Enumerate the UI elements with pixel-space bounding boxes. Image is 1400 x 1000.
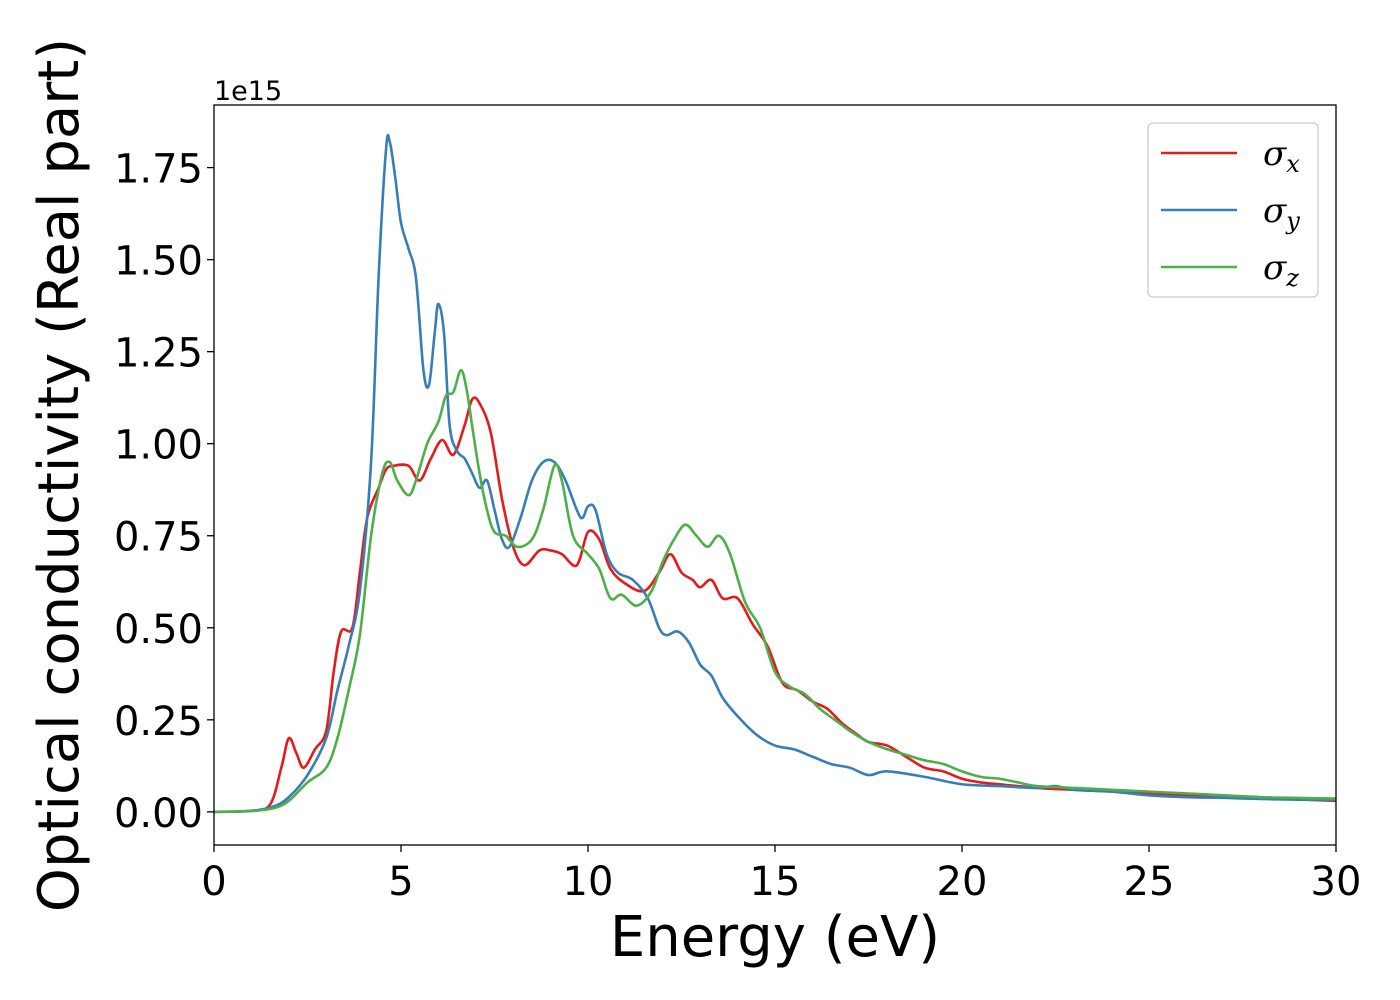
y-tick-label: 1.75 <box>114 147 203 193</box>
x-tick-label: 5 <box>388 859 413 905</box>
legend-label-y: σy <box>1263 191 1300 235</box>
y-tick-label: 0.25 <box>114 699 203 745</box>
x-tick-label: 15 <box>750 859 801 905</box>
y-offset-label: 1e15 <box>214 76 282 107</box>
y-tick-label: 1.50 <box>114 239 203 285</box>
y-tick-label: 0.00 <box>114 791 203 837</box>
y-axis: 0.00 0.25 0.50 0.75 1.00 1.25 1.50 1.75 <box>114 147 214 837</box>
y-tick-label: 0.50 <box>114 607 203 653</box>
y-tick-label: 1.00 <box>114 423 203 469</box>
x-axis: 0 5 10 15 20 25 30 <box>201 845 1361 905</box>
y-tick-label: 1.25 <box>114 331 203 377</box>
series-line-x <box>214 396 1336 814</box>
legend: σx σy σz <box>1147 122 1319 298</box>
series-line-z <box>214 368 1336 814</box>
series-layer <box>214 133 1336 814</box>
x-tick-label: 10 <box>563 859 614 905</box>
x-axis-title: Energy (eV) <box>610 905 940 970</box>
x-tick-label: 20 <box>937 859 988 905</box>
x-tick-label: 0 <box>201 859 226 905</box>
y-axis-title: Optical conductivity (Real part) <box>27 38 92 912</box>
legend-label-x: σx <box>1263 134 1300 178</box>
legend-label-z: σz <box>1263 248 1299 292</box>
x-tick-label: 30 <box>1311 859 1362 905</box>
y-tick-label: 0.75 <box>114 515 203 561</box>
x-tick-label: 25 <box>1124 859 1175 905</box>
series-line-y <box>214 133 1336 814</box>
